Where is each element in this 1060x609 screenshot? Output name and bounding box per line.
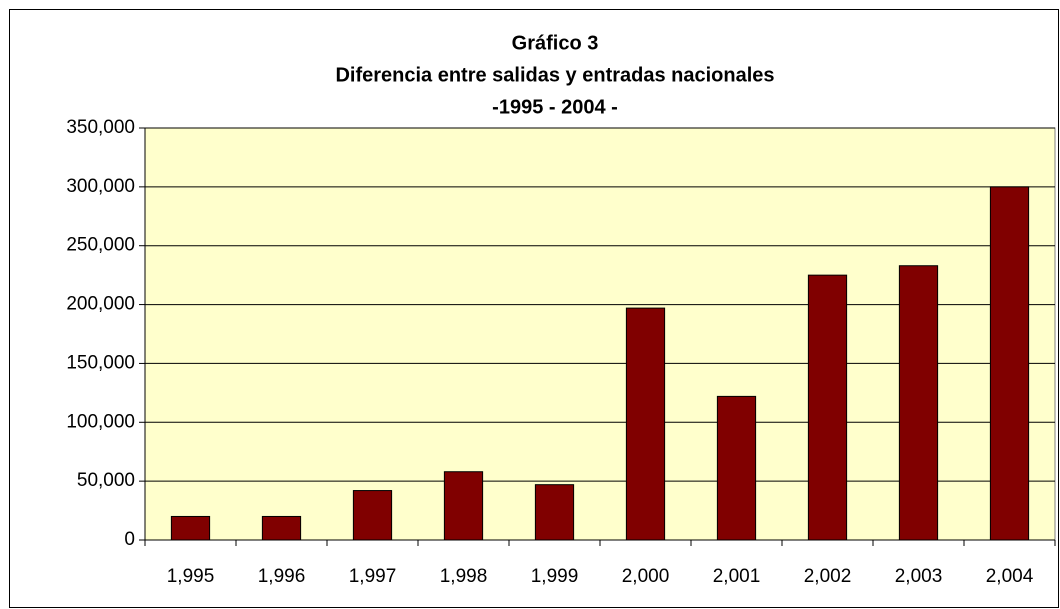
bar	[261, 515, 302, 541]
x-tick-label: 1,997	[349, 566, 397, 587]
bar	[807, 274, 848, 541]
y-tick-label: 200,000	[66, 294, 135, 315]
y-tick-label: 300,000	[66, 176, 135, 197]
y-tick-label: 100,000	[66, 411, 135, 432]
y-tick-label: 350,000	[66, 117, 135, 138]
x-tick-label: 2,004	[986, 566, 1034, 587]
bar	[625, 307, 666, 541]
y-tick-label: 150,000	[66, 352, 135, 373]
bar	[989, 186, 1030, 541]
chart-title: Diferencia entre salidas y entradas naci…	[335, 64, 774, 86]
x-tick-label: 1,995	[167, 566, 215, 587]
bar	[352, 490, 393, 541]
bar	[716, 395, 757, 541]
bar	[534, 484, 575, 541]
x-tick-label: 2,001	[713, 566, 761, 587]
x-tick-label: 1,996	[258, 566, 306, 587]
x-tick-label: 1,998	[440, 566, 488, 587]
chart-title: Gráfico 3	[512, 32, 599, 54]
x-tick-label: 2,003	[895, 566, 943, 587]
y-tick-label: 250,000	[66, 235, 135, 256]
x-tick-label: 2,002	[804, 566, 852, 587]
chart-title: -1995 - 2004 -	[492, 96, 618, 118]
bar	[898, 265, 939, 541]
bar	[443, 471, 484, 541]
y-tick-label: 0	[124, 529, 135, 550]
x-tick-label: 1,999	[531, 566, 579, 587]
y-tick-label: 50,000	[77, 470, 135, 491]
bar	[170, 515, 211, 541]
x-tick-label: 2,000	[622, 566, 670, 587]
